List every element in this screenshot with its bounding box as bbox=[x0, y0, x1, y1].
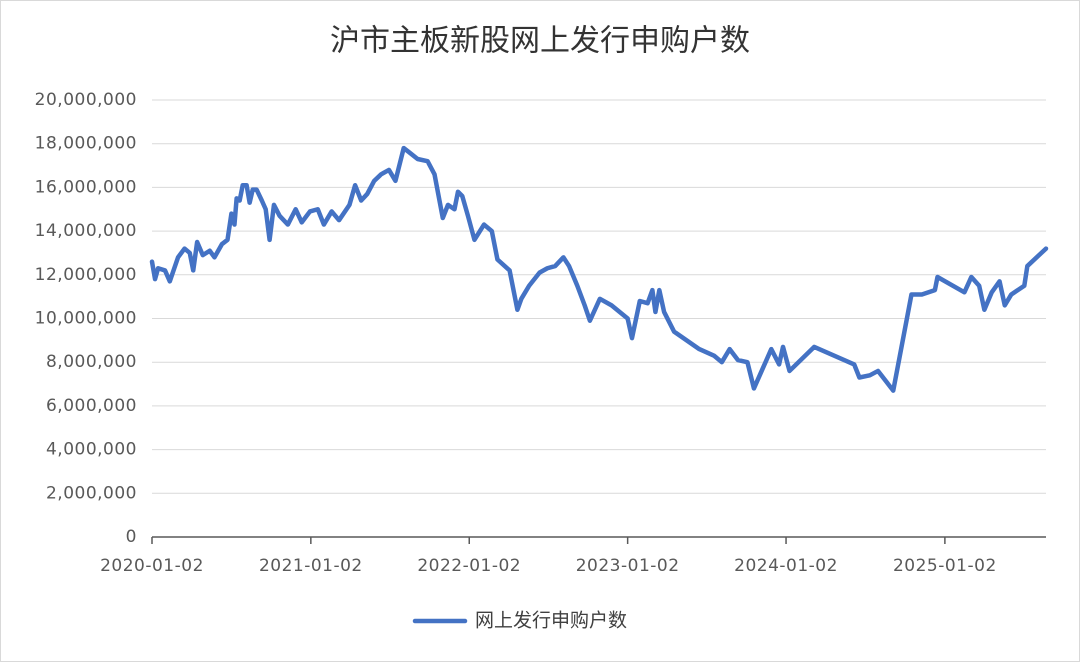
y-tick-label: 10,000,000 bbox=[35, 309, 137, 329]
x-tick-label: 2024-01-02 bbox=[734, 556, 838, 576]
y-tick-label: 12,000,000 bbox=[35, 265, 137, 285]
x-tick-label: 2023-01-02 bbox=[576, 556, 680, 576]
y-tick-label: 2,000,000 bbox=[46, 483, 137, 503]
y-tick-label: 8,000,000 bbox=[46, 352, 137, 372]
y-tick-label: 14,000,000 bbox=[35, 221, 137, 241]
y-tick-label: 6,000,000 bbox=[46, 396, 137, 416]
y-tick-label: 18,000,000 bbox=[35, 134, 137, 154]
y-tick-label: 0 bbox=[126, 527, 137, 547]
x-tick-label: 2025-01-02 bbox=[893, 556, 997, 576]
y-tick-label: 4,000,000 bbox=[46, 440, 137, 460]
y-tick-label: 20,000,000 bbox=[35, 90, 137, 110]
x-tick-label: 2021-01-02 bbox=[259, 556, 363, 576]
legend-label: 网上发行申购户数 bbox=[475, 610, 627, 632]
y-tick-label: 16,000,000 bbox=[35, 177, 137, 197]
chart-title: 沪市主板新股网上发行申购户数 bbox=[330, 24, 750, 59]
x-tick-label: 2020-01-02 bbox=[100, 556, 204, 576]
data-line bbox=[149, 145, 1049, 393]
x-tick-label: 2022-01-02 bbox=[417, 556, 521, 576]
